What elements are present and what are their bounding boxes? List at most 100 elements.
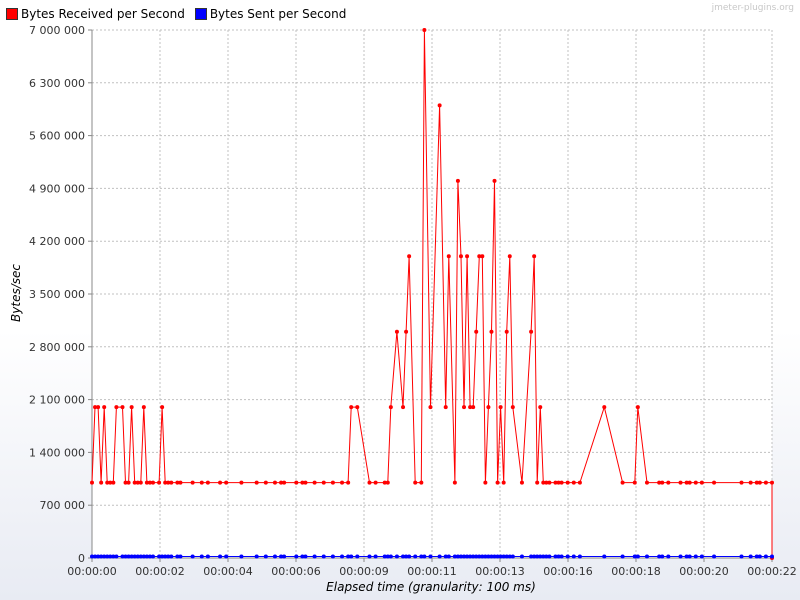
- y-tick-label: 1 400 000: [29, 446, 85, 459]
- data-point: [748, 554, 753, 559]
- data-point: [510, 554, 515, 559]
- y-tick-label: 3 500 000: [29, 288, 85, 301]
- data-point: [541, 480, 546, 485]
- data-point: [178, 480, 183, 485]
- data-point: [455, 554, 460, 559]
- data-point: [300, 480, 305, 485]
- data-point: [678, 480, 683, 485]
- x-tick-label: 00:00:11: [407, 565, 456, 578]
- data-point: [401, 405, 406, 410]
- data-point: [532, 554, 537, 559]
- data-point: [465, 254, 470, 259]
- data-point: [330, 554, 335, 559]
- data-point: [99, 480, 104, 485]
- data-point: [458, 554, 463, 559]
- data-point: [763, 554, 768, 559]
- data-point: [437, 103, 442, 108]
- data-point: [385, 554, 390, 559]
- y-tick-label: 2 100 000: [29, 394, 85, 407]
- data-point: [126, 554, 131, 559]
- x-tick-label: 00:00:18: [611, 565, 660, 578]
- data-point: [644, 554, 649, 559]
- data-point: [190, 554, 195, 559]
- data-point: [657, 480, 662, 485]
- data-point: [465, 554, 470, 559]
- data-point: [602, 405, 607, 410]
- data-point: [272, 480, 277, 485]
- data-point: [471, 405, 476, 410]
- data-point: [105, 480, 110, 485]
- x-axis-ticks: 00:00:00 00:00:02 00:00:04 00:00:06 00:00:09…: [67, 557, 797, 578]
- data-point: [635, 554, 640, 559]
- data-point: [474, 554, 479, 559]
- data-point: [160, 405, 165, 410]
- data-point: [102, 554, 107, 559]
- data-point: [166, 554, 171, 559]
- x-tick-label: 00:00:20: [679, 565, 728, 578]
- data-point: [340, 554, 345, 559]
- data-point: [547, 554, 552, 559]
- data-point: [519, 480, 524, 485]
- y-tick-label: 6 300 000: [29, 77, 85, 90]
- data-point: [382, 480, 387, 485]
- data-point: [507, 254, 512, 259]
- data-point: [126, 480, 131, 485]
- data-point: [547, 480, 552, 485]
- data-point: [129, 405, 134, 410]
- data-point: [123, 554, 128, 559]
- data-point: [492, 554, 497, 559]
- data-point: [565, 480, 570, 485]
- legend-label-sent: Bytes Sent per Second: [209, 7, 347, 21]
- x-tick-label: 00:00:04: [203, 565, 252, 578]
- data-point: [757, 480, 762, 485]
- data-point: [382, 554, 387, 559]
- data-point: [699, 480, 704, 485]
- data-point: [458, 254, 463, 259]
- data-point: [135, 554, 140, 559]
- data-point: [559, 554, 564, 559]
- data-point: [175, 554, 180, 559]
- data-point: [501, 480, 506, 485]
- data-point: [504, 329, 509, 334]
- data-point: [373, 480, 378, 485]
- data-point: [239, 554, 244, 559]
- data-point: [489, 329, 494, 334]
- legend-item-received: Bytes Received per Second: [6, 7, 185, 21]
- data-point: [620, 554, 625, 559]
- data-point: [312, 480, 317, 485]
- data-point: [489, 554, 494, 559]
- data-point: [480, 554, 485, 559]
- x-axis-label: Elapsed time (granularity: 100 ms): [326, 580, 536, 594]
- data-point: [739, 554, 744, 559]
- watermark: jmeter-plugins.org: [711, 3, 794, 13]
- data-point: [620, 480, 625, 485]
- data-point: [303, 554, 308, 559]
- data-point: [157, 554, 162, 559]
- data-point: [205, 554, 210, 559]
- data-point: [660, 480, 665, 485]
- data-point: [132, 480, 137, 485]
- data-point: [483, 480, 488, 485]
- data-point: [404, 554, 409, 559]
- data-point: [468, 405, 473, 410]
- data-point: [535, 480, 540, 485]
- data-point: [486, 554, 491, 559]
- data-point: [157, 480, 162, 485]
- data-point: [102, 405, 107, 410]
- data-point: [492, 178, 497, 183]
- data-point: [367, 480, 372, 485]
- data-point: [462, 405, 467, 410]
- data-point: [105, 554, 110, 559]
- data-point: [501, 554, 506, 559]
- data-point: [468, 554, 473, 559]
- data-point: [330, 480, 335, 485]
- data-point: [114, 554, 119, 559]
- data-point: [666, 554, 671, 559]
- data-point: [294, 480, 299, 485]
- data-point: [404, 329, 409, 334]
- y-tick-label: 700 000: [40, 499, 86, 512]
- data-point: [422, 554, 427, 559]
- data-point: [163, 554, 168, 559]
- data-point: [147, 554, 152, 559]
